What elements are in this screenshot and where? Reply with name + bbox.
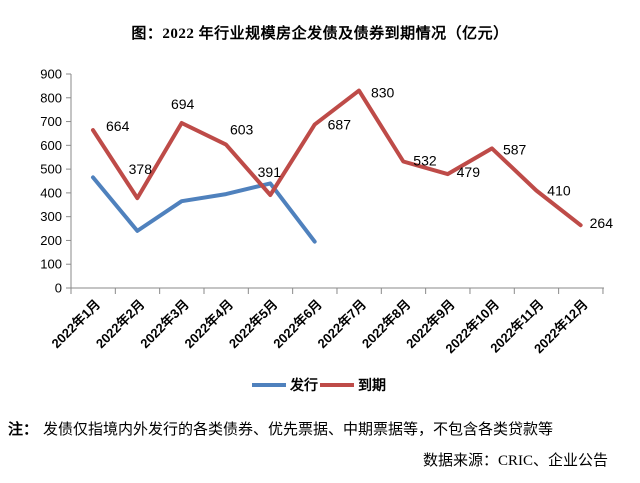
data-label: 378 [129, 161, 153, 177]
y-tick-label: 400 [40, 185, 62, 200]
data-label: 694 [171, 96, 195, 112]
chart-title: 图：2022 年行业规模房企发债及债券到期情况（亿元） [131, 26, 509, 42]
y-tick-label: 800 [40, 90, 62, 105]
data-label: 391 [258, 164, 282, 180]
legend-line-swatch [320, 383, 354, 387]
y-tick-label: 700 [40, 114, 62, 129]
data-label: 587 [503, 141, 527, 157]
legend-item: 到期 [320, 375, 388, 395]
footnote-prefix: 注： [8, 422, 39, 438]
legend-line-swatch [252, 383, 286, 387]
data-label: 603 [230, 122, 254, 138]
data-label: 264 [590, 215, 614, 231]
footnote: 注： 发债仅指境内外发行的各类债券、优先票据、中期票据等，不包含各类贷款等 [8, 418, 632, 439]
footnote-text: 发债仅指境内外发行的各类债券、优先票据、中期票据等，不包含各类贷款等 [43, 422, 554, 438]
legend-label: 到期 [358, 379, 386, 394]
issuance-line [91, 175, 317, 244]
legend-label: 发行 [290, 379, 318, 394]
y-tick-label: 500 [40, 162, 62, 177]
line-chart: 01002003004005006007008009002022年1月2022年… [40, 67, 614, 357]
data-label: 410 [547, 183, 571, 199]
data-source-label: 数据来源：CRIC、企业公告 [422, 453, 608, 469]
chart-legend: 发行 到期 [0, 375, 640, 395]
data-label: 664 [106, 118, 130, 134]
legend-item: 发行 [252, 375, 320, 395]
y-tick-label: 600 [40, 138, 62, 153]
data-label: 532 [413, 153, 437, 169]
y-tick-label: 200 [40, 233, 62, 248]
data-label: 830 [371, 85, 395, 101]
data-label: 479 [457, 164, 481, 180]
y-tick-label: 300 [40, 209, 62, 224]
y-tick-label: 0 [55, 281, 62, 296]
y-tick-label: 900 [40, 67, 62, 82]
data-label: 687 [328, 117, 352, 133]
maturity-line [91, 88, 583, 228]
y-tick-label: 100 [40, 257, 62, 272]
